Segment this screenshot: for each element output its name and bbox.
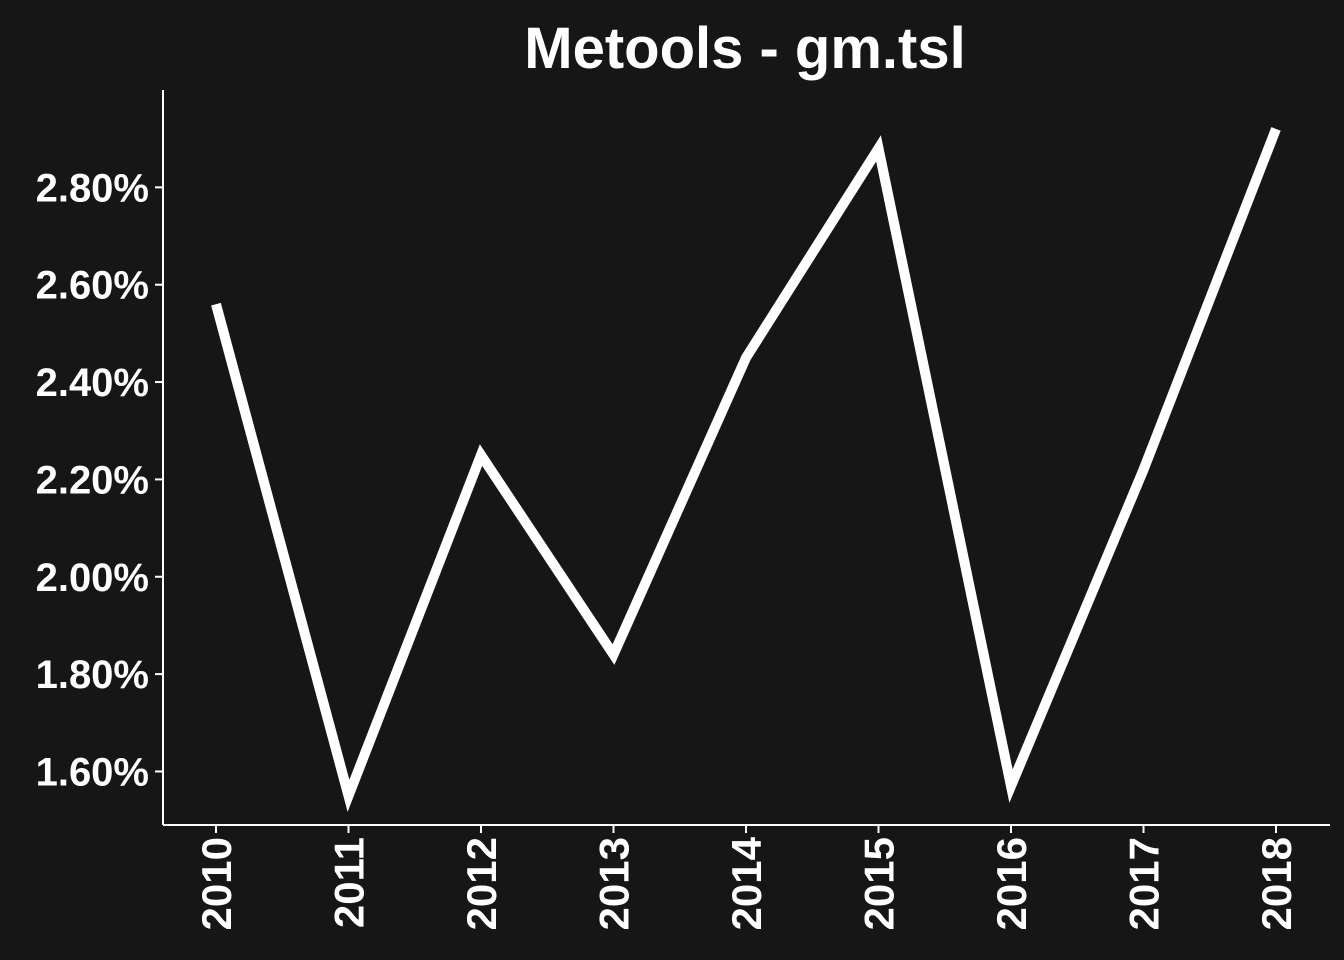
x-axis-ticks: 2010 2011 2012 2013 2014 2015 2016 2017 2018 [193,825,1300,930]
x-tick-label: 2018 [1253,837,1300,930]
y-axis-ticks: 1.60% 1.80% 2.00% 2.20% 2.40% 2.60% 2.80% [36,166,163,794]
series-layer [211,127,1281,812]
y-tick-label: 1.80% [36,653,149,697]
x-tick-label: 2012 [458,837,505,930]
y-tick-label: 2.20% [36,458,149,502]
x-tick-label: 2015 [856,837,903,930]
y-tick-label: 2.00% [36,556,149,600]
x-tick-label: 2017 [1121,837,1168,930]
x-tick-label: 2013 [591,837,638,930]
y-tick-label: 1.60% [36,750,149,794]
x-tick-label: 2014 [723,836,770,930]
y-tick-label: 2.80% [36,166,149,210]
y-tick-label: 2.60% [36,264,149,308]
x-tick-label: 2011 [326,837,373,928]
chart-title: Metools - gm.tsl [524,16,965,81]
y-tick-label: 2.40% [36,361,149,405]
x-tick-label: 2016 [988,837,1035,930]
series-line [211,127,1281,812]
x-tick-label: 2010 [193,837,240,930]
